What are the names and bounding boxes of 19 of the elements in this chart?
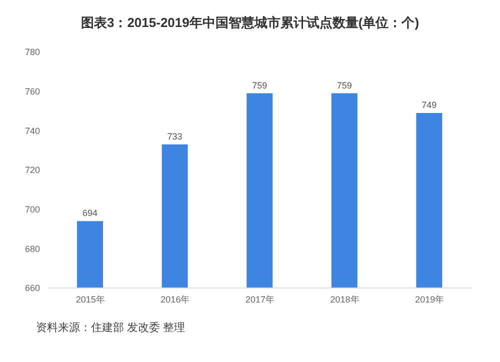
y-tick-label: 680 [24,244,40,254]
x-tick-label: 2018年 [330,294,360,304]
y-tick-label: 720 [24,165,40,176]
y-tick-label: 780 [24,47,40,58]
text: 资料来源：住建部 发改委 整理 [35,320,186,335]
data-label: 749 [422,100,437,110]
x-tick-label: 2016年 [160,294,190,304]
x-tick-label: 2015年 [76,294,105,304]
y-tick-label: 700 [24,204,40,215]
data-label: 733 [167,131,182,142]
data-label: 759 [336,80,352,90]
y-tick-label: 740 [24,126,40,136]
data-label: 759 [252,80,268,90]
data-label: 694 [82,208,98,218]
chart-title: 图表3：2015-2019年中国智慧城市累计试点数量(单位：个) [80,14,420,32]
y-tick-label: 760 [24,86,40,97]
y-tick-label: 660 [24,283,40,294]
x-tick-label: 2019年 [415,294,444,304]
x-tick-label: 2017年 [245,294,275,304]
